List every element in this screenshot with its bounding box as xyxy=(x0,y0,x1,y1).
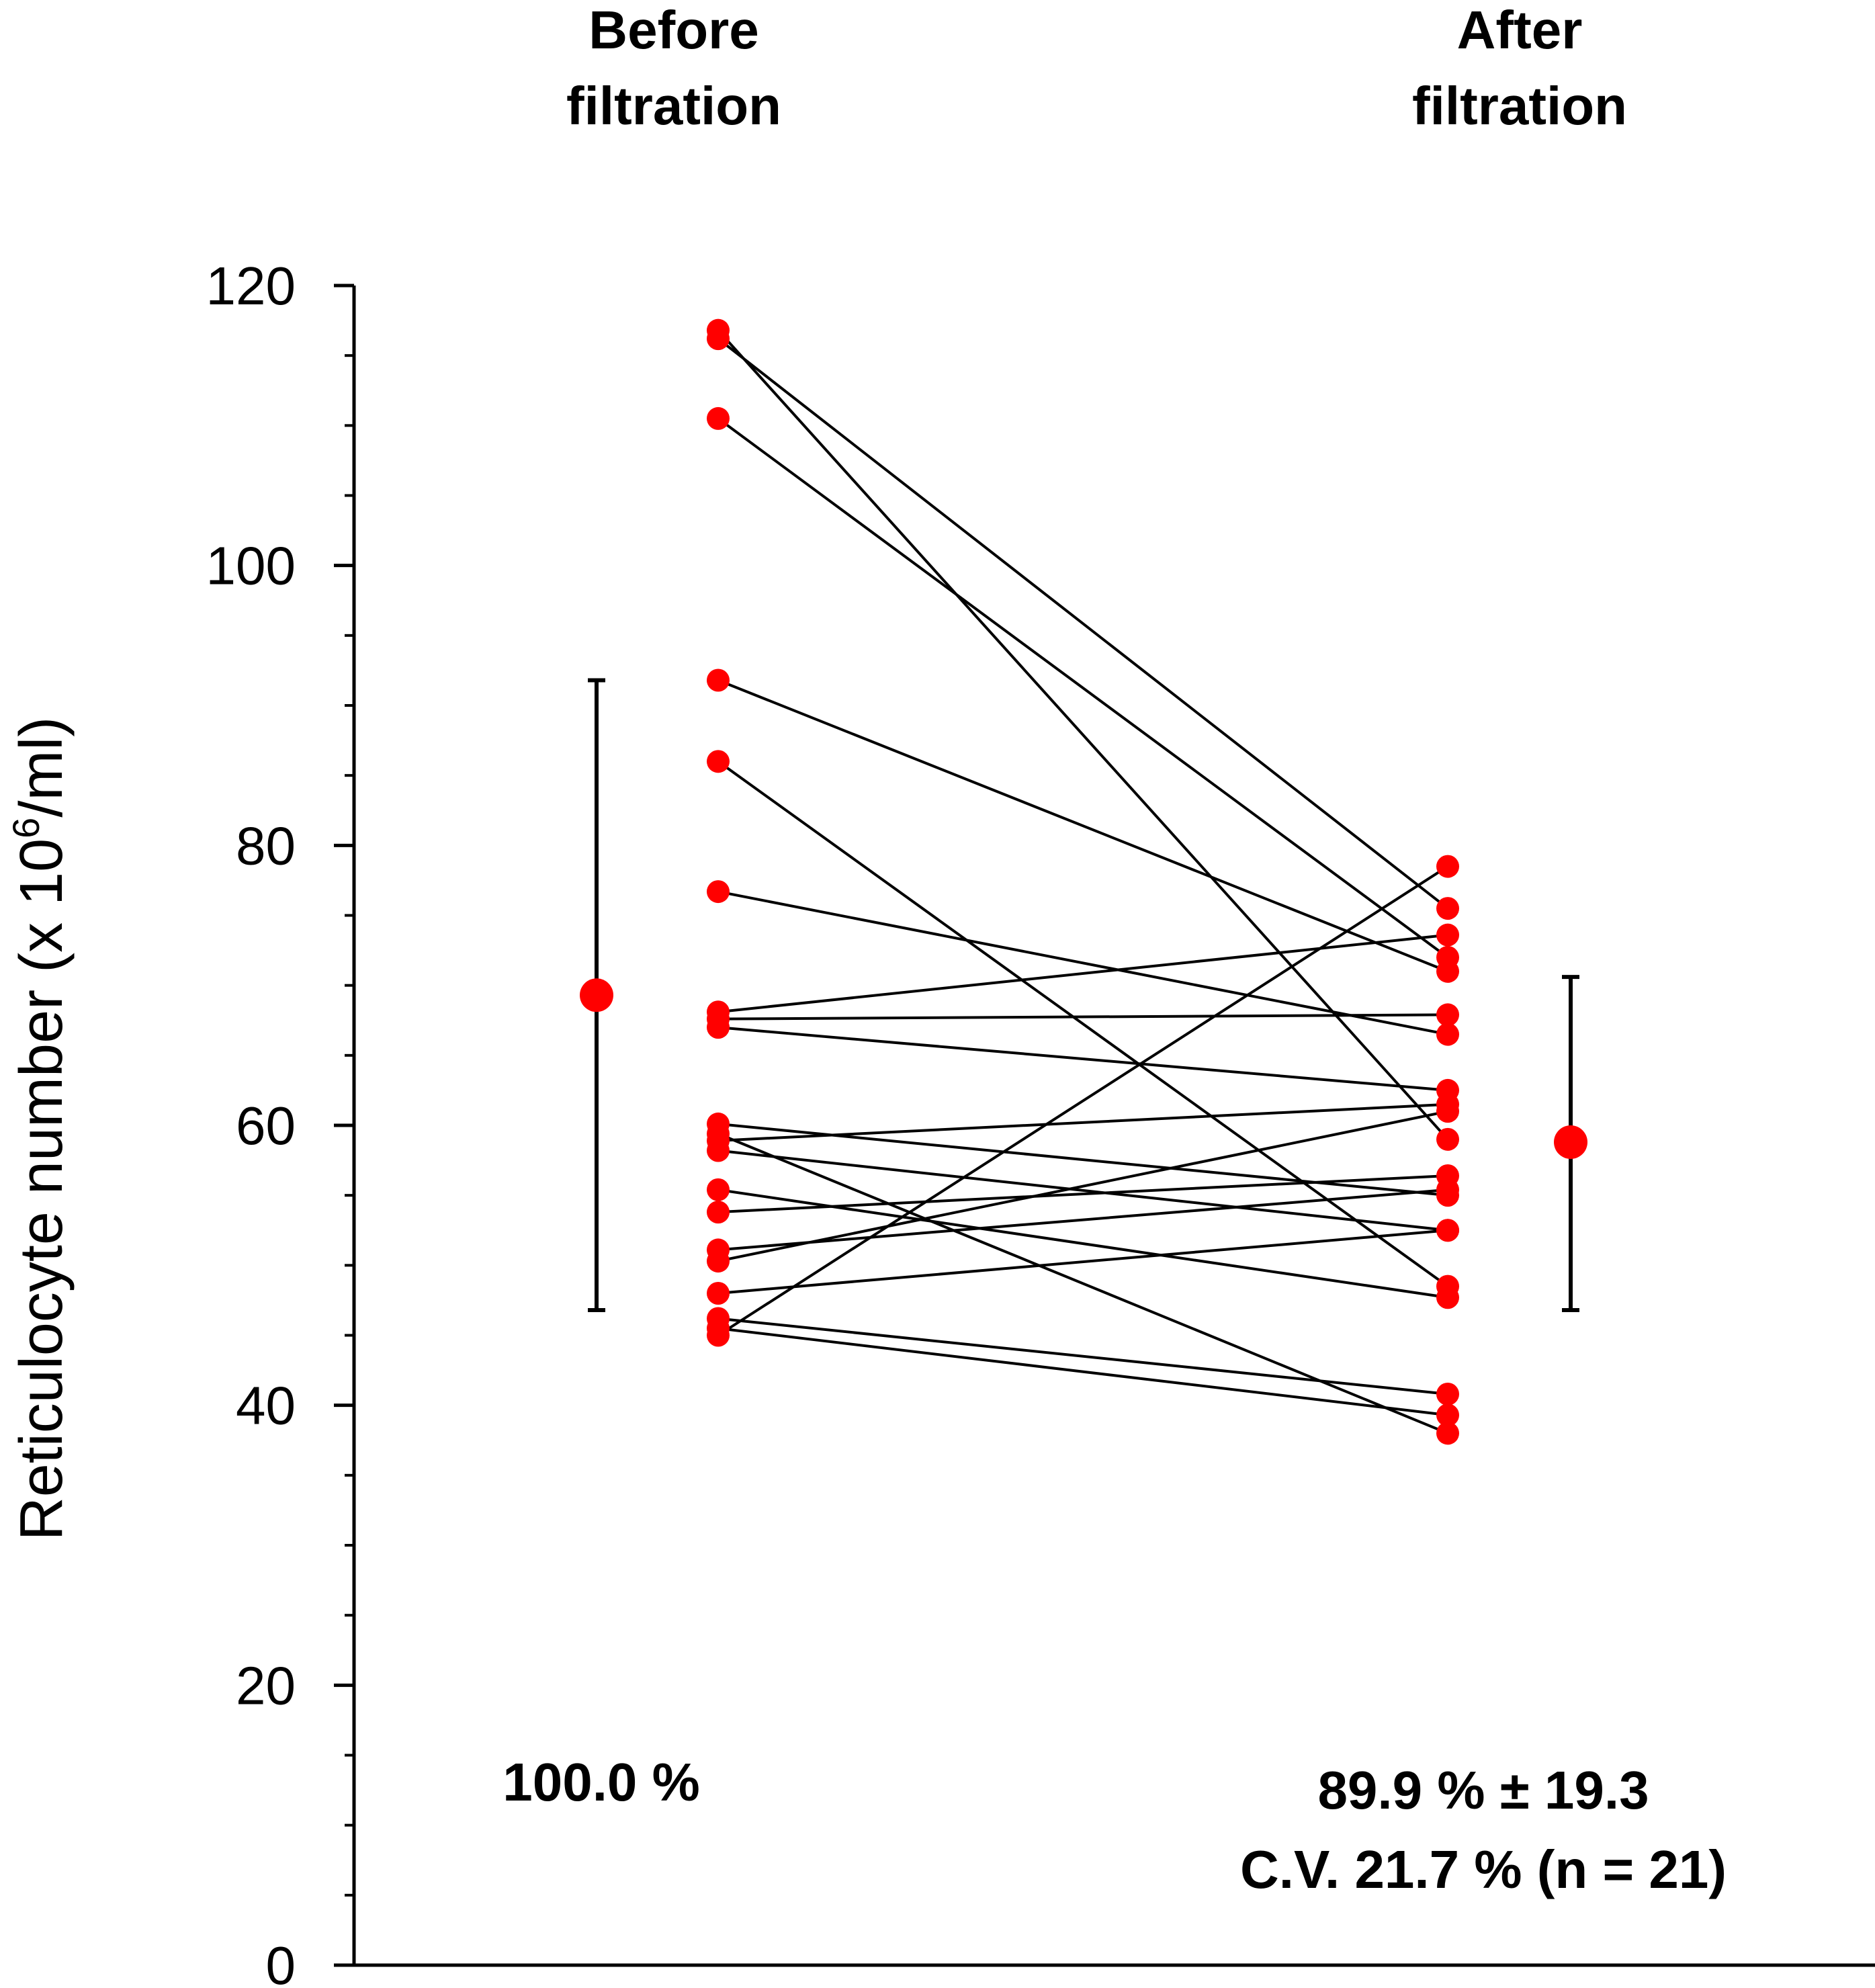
y-axis-title-main: Reticulocyte number (x 10 xyxy=(8,838,75,1541)
pair-line-21 xyxy=(717,865,1449,1337)
condition-label-before-line1: Before xyxy=(588,0,758,60)
pair-line-8 xyxy=(717,1013,1448,1021)
point-before-15 xyxy=(707,1201,730,1224)
point-before-6 xyxy=(707,880,730,904)
point-before-21 xyxy=(707,1324,730,1347)
point-before-4 xyxy=(707,668,730,692)
point-before-9 xyxy=(707,1016,730,1039)
pair-line-9 xyxy=(717,1026,1448,1092)
axes xyxy=(334,284,1875,1967)
y-tick-labels: 0 20 40 60 80 100 120 xyxy=(206,256,296,1988)
summary-stats xyxy=(580,678,1587,1312)
pair-line-16 xyxy=(717,1188,1448,1252)
pair-line-18 xyxy=(717,1229,1448,1295)
y-tick-label: 20 xyxy=(236,1655,296,1715)
point-after-7 xyxy=(1436,923,1459,947)
point-after-16 xyxy=(1436,1178,1459,1201)
pair-line-11 xyxy=(717,1132,1448,1435)
y-tick-label: 120 xyxy=(206,256,296,316)
point-after-18 xyxy=(1436,1219,1459,1242)
point-before-13 xyxy=(707,1139,730,1162)
point-after-21 xyxy=(1436,855,1459,878)
mean-point-before xyxy=(580,978,613,1012)
mean-point-after xyxy=(1554,1125,1587,1159)
y-tick-label: 60 xyxy=(236,1096,296,1156)
point-before-17 xyxy=(707,1250,730,1273)
condition-labels: Before filtration After filtration xyxy=(566,0,1627,136)
pair-line-1 xyxy=(717,329,1449,1141)
point-after-8 xyxy=(1436,1003,1459,1027)
point-after-6 xyxy=(1436,1023,1459,1046)
pair-lines xyxy=(717,329,1449,1435)
pair-line-2 xyxy=(717,337,1449,910)
point-after-4 xyxy=(1436,959,1459,983)
annotation-after-cv: C.V. 21.7 % (n = 21) xyxy=(1240,1840,1727,1899)
pair-line-20 xyxy=(717,1327,1448,1417)
point-after-17 xyxy=(1436,1100,1459,1123)
point-before-14 xyxy=(707,1178,730,1201)
pair-line-13 xyxy=(717,1149,1448,1232)
point-after-11 xyxy=(1436,1422,1459,1445)
point-after-2 xyxy=(1436,897,1459,920)
y-tick-label: 0 xyxy=(266,1936,296,1988)
pair-line-3 xyxy=(717,417,1449,959)
y-axis-title-superscript: 6 xyxy=(5,818,47,838)
point-before-2 xyxy=(707,327,730,351)
y-tick-label: 40 xyxy=(236,1376,296,1436)
y-tick-label: 80 xyxy=(236,816,296,875)
y-axis-title-tail: /ml) xyxy=(8,717,75,818)
pair-line-12 xyxy=(717,1103,1448,1142)
point-before-3 xyxy=(707,406,730,430)
pair-line-14 xyxy=(717,1188,1448,1299)
annotation-after-mean: 89.9 % ± 19.3 xyxy=(1317,1760,1649,1820)
annotation-before: 100.0 % xyxy=(503,1752,700,1812)
pair-line-17 xyxy=(717,1110,1448,1263)
condition-label-after-line1: After xyxy=(1457,0,1583,60)
point-before-18 xyxy=(707,1282,730,1305)
pair-line-7 xyxy=(717,933,1448,1014)
point-after-1 xyxy=(1436,1127,1459,1151)
y-axis-title: Reticulocyte number (x 106/ml) xyxy=(5,717,75,1541)
point-after-20 xyxy=(1436,1403,1459,1427)
point-before-5 xyxy=(707,750,730,773)
pair-points xyxy=(707,318,1459,1445)
pair-line-15 xyxy=(717,1174,1448,1214)
pair-line-4 xyxy=(717,679,1448,973)
point-after-14 xyxy=(1436,1286,1459,1309)
pair-line-6 xyxy=(717,890,1448,1036)
condition-label-after-line2: filtration xyxy=(1412,76,1627,136)
y-tick-label: 100 xyxy=(206,536,296,596)
condition-label-before-line2: filtration xyxy=(566,76,781,136)
pair-line-19 xyxy=(717,1317,1448,1395)
point-after-19 xyxy=(1436,1383,1459,1406)
annotations: 100.0 % 89.9 % ± 19.3 C.V. 21.7 % (n = 2… xyxy=(503,1752,1727,1899)
